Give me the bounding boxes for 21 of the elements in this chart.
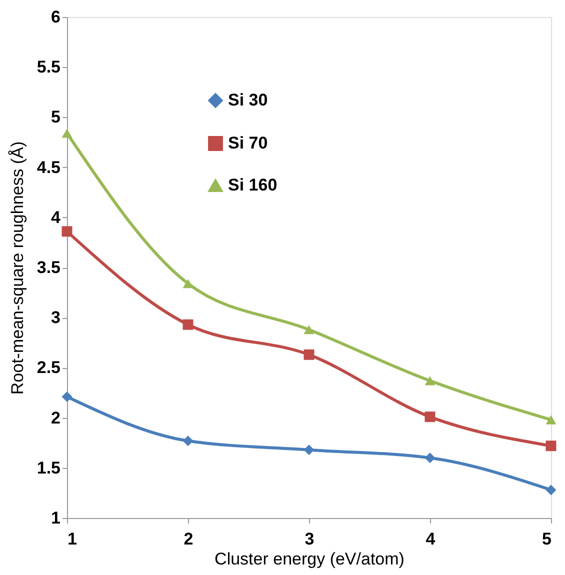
y-tick-label: 5.5: [36, 58, 60, 77]
x-axis-title: Cluster energy (eV/atom): [214, 550, 404, 568]
y-tick-label: 3.5: [36, 258, 60, 277]
legend-label: Si 30: [228, 90, 268, 110]
y-tick-label: 4.5: [36, 158, 60, 177]
y-tick-label: 4: [51, 208, 62, 227]
y-tick-label: 3: [51, 308, 60, 328]
x-tick-label: 5: [542, 530, 552, 548]
legend-label: Si 160: [228, 176, 278, 194]
y-tick-label: 2: [51, 408, 60, 428]
x-tick-label: 3: [304, 530, 314, 548]
legend-label: Si 70: [228, 134, 268, 152]
x-tick-label: 4: [426, 530, 436, 548]
y-tick-label: 2.5: [36, 358, 60, 378]
y-tick-label: 5: [51, 108, 60, 127]
x-tick-label: 2: [184, 530, 194, 548]
y-axis-title: Root-mean-square roughness (Å): [8, 141, 27, 395]
y-tick-label: 1.5: [36, 458, 60, 478]
y-tick-label: 6: [51, 8, 60, 26]
x-tick-label: 1: [68, 530, 77, 548]
y-tick-label: 1: [51, 508, 60, 528]
